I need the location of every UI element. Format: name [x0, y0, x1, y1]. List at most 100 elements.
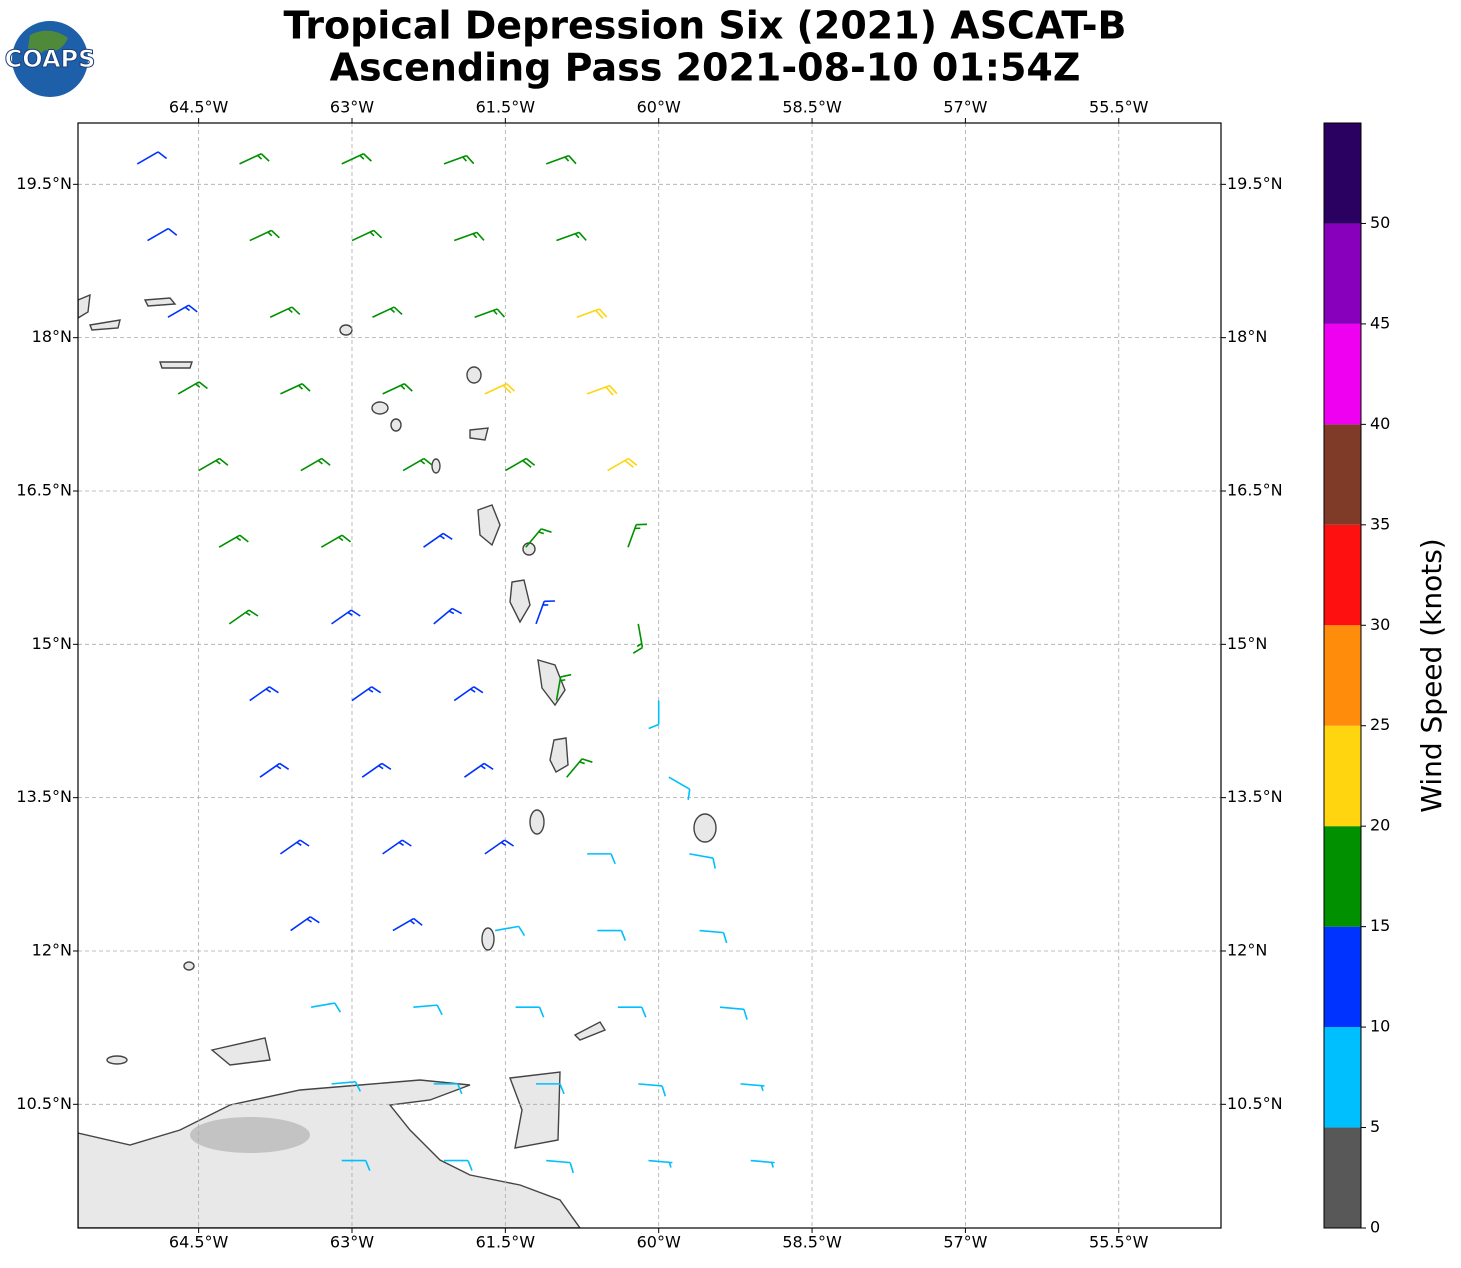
wind-barb [228, 609, 259, 625]
grenada [481, 927, 495, 951]
wind-barb [310, 1002, 342, 1013]
colorbar-tick-label: 35 [1370, 514, 1390, 533]
y-tick-label: 18°N [32, 327, 72, 346]
montserrat [390, 418, 402, 432]
wind-barb [443, 154, 475, 165]
st-kitts [371, 401, 389, 415]
wind-barb [586, 384, 618, 396]
wind-barb [750, 1159, 775, 1168]
colorbar-bin [1324, 1127, 1361, 1228]
title: Tropical Depression Six (2021) ASCAT-B [284, 4, 1127, 48]
la-tortuga [106, 1055, 128, 1065]
wind-barb [463, 762, 494, 778]
wind-barb [382, 839, 412, 855]
wind-barb [648, 700, 660, 730]
wind-barb [453, 231, 485, 242]
x-tick-label: 58.5°W [782, 1233, 842, 1252]
wind-barb [617, 1006, 647, 1018]
wind-barb [494, 925, 526, 936]
wind-barb [484, 383, 516, 395]
x-tick-label: 60°W [637, 98, 681, 117]
anguilla [339, 324, 353, 336]
x-tick-label: 55.5°W [1089, 98, 1149, 117]
colorbar-bin [1324, 223, 1361, 324]
wind-barb [632, 623, 644, 654]
wind-barb [320, 534, 352, 548]
colorbar-tick-label: 10 [1370, 1017, 1390, 1036]
colorbar-bin [1324, 725, 1361, 827]
wind-barb [392, 917, 423, 932]
wind-barb [668, 776, 691, 800]
wind-barb [699, 929, 728, 944]
x-tick-label: 60°W [637, 1233, 681, 1252]
wind-barb [177, 381, 208, 395]
wind-barb [474, 308, 506, 318]
martinique [537, 659, 566, 707]
wind-barb [249, 686, 279, 702]
wind-barb [444, 1159, 473, 1171]
st-lucia [549, 737, 569, 773]
subtitle: Ascending Pass 2021-08-10 01:54Z [330, 46, 1081, 90]
wind-barb [290, 916, 320, 932]
wind-barb [433, 1083, 463, 1095]
colorbar-bin [1324, 926, 1361, 1028]
y-tick-label: 16.5°N [16, 480, 72, 499]
y-tick-label: 10.5°N [16, 1094, 72, 1113]
venezuela [78, 1079, 581, 1228]
wind-barb [239, 153, 270, 165]
wind-barb [136, 151, 168, 165]
wind-barb [689, 853, 716, 869]
x-tick-label: 61.5°W [476, 1233, 536, 1252]
wind-barb [576, 308, 608, 319]
wind-barb [351, 686, 382, 702]
wind-barb [167, 304, 198, 318]
st-croix [159, 361, 193, 369]
hispaniola [78, 293, 91, 319]
wind-barb [515, 1006, 545, 1018]
map-frame [77, 122, 1222, 1229]
colorbar-tick-label: 20 [1370, 816, 1390, 835]
colorbar-tick-label: 25 [1370, 715, 1390, 734]
y-tick-label: 13.5°N [16, 787, 72, 806]
wind-barb [535, 600, 556, 625]
wind-barb [587, 853, 616, 865]
dominica [509, 579, 531, 624]
virgin-islands [143, 297, 177, 307]
barbuda [466, 366, 482, 384]
wind-barb [536, 1083, 565, 1095]
wind-barb [607, 457, 638, 472]
wind-barb [249, 229, 280, 242]
colorbar-tick-label: 45 [1370, 313, 1390, 332]
colorbar-bin [1324, 625, 1361, 726]
wind-barb [331, 609, 361, 625]
colorbar-tick-label: 50 [1370, 213, 1390, 232]
antigua [469, 427, 489, 441]
y-tick-label: 19.5°N [1227, 174, 1283, 193]
wind-barb [382, 383, 413, 395]
colorbar-tick-label: 15 [1370, 916, 1390, 935]
logo-land [28, 30, 68, 55]
wind-barb [484, 839, 515, 855]
wind-barb [413, 1004, 443, 1016]
colorbar-tick-label: 0 [1370, 1218, 1380, 1237]
colorbar-bin [1324, 424, 1361, 525]
wind-barb [147, 227, 178, 242]
wind-barb [638, 1083, 667, 1097]
x-tick-label: 58.5°W [782, 98, 842, 117]
wind-barb [504, 457, 536, 472]
wind-barb [351, 229, 383, 242]
puerto-rico [89, 319, 121, 331]
wind-barb [198, 457, 229, 472]
y-tick-label: 10.5°N [1227, 1094, 1283, 1113]
wind-barb [556, 231, 587, 242]
wind-barb [453, 686, 484, 702]
colorbar-tick-label: 5 [1370, 1117, 1380, 1136]
wind-barb [372, 306, 403, 318]
barbados [693, 813, 717, 843]
wind-barb [555, 673, 572, 701]
wind-barb [740, 1083, 765, 1092]
y-tick-label: 15°N [32, 634, 72, 653]
colorbar-label: Wind Speed (knots) [1415, 538, 1448, 812]
wind-barb [259, 762, 290, 778]
